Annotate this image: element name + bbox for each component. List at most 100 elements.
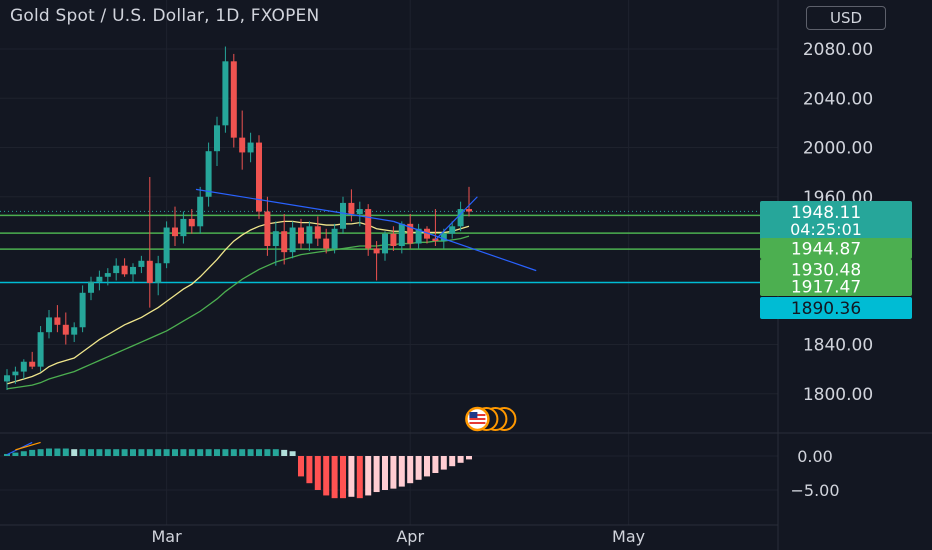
candle-body <box>4 375 10 382</box>
candle-body <box>424 228 430 239</box>
histogram-bar <box>54 448 61 456</box>
histogram-bar <box>365 456 372 496</box>
histogram-bar <box>256 449 262 456</box>
histogram-bar <box>37 449 44 456</box>
histogram-bar <box>230 449 237 456</box>
candle-body <box>298 227 304 244</box>
histogram-bar <box>46 448 52 456</box>
us-flag-canton <box>469 412 478 418</box>
candle-body <box>113 265 120 274</box>
price-scale-label: 2080.00 <box>803 40 873 60</box>
price-tag <box>760 259 912 280</box>
histogram-bar <box>323 456 330 496</box>
us-flag-stripe <box>469 418 486 420</box>
histogram-bar <box>298 456 304 477</box>
candle-body <box>96 276 103 282</box>
candle-body <box>440 233 447 242</box>
candle-body <box>79 292 86 328</box>
oscillator-scale-label: −5.00 <box>790 481 839 500</box>
candle-body <box>88 281 94 293</box>
histogram-bar <box>155 449 162 456</box>
candle-body <box>37 332 44 367</box>
candle-body <box>197 196 204 227</box>
candle-body <box>398 223 405 246</box>
candle-body <box>20 361 27 372</box>
candle-body <box>390 233 397 246</box>
histogram-bar <box>281 449 288 456</box>
histogram-bar <box>104 449 111 456</box>
histogram-bar <box>146 449 153 456</box>
candle-body <box>138 260 145 267</box>
countdown-label: 04:25:01 <box>790 220 862 239</box>
candle-body <box>104 273 111 277</box>
histogram-bar <box>121 449 128 456</box>
candle-body <box>222 61 229 126</box>
candle-body <box>331 228 338 249</box>
histogram-bar <box>457 456 464 463</box>
histogram-bar <box>188 449 195 456</box>
histogram-bar <box>79 449 86 456</box>
candle-body <box>121 265 128 275</box>
histogram-bar <box>20 451 27 456</box>
price-tag <box>760 201 912 240</box>
candle-body <box>382 233 388 254</box>
candle-body <box>54 317 61 325</box>
price-scale-label: 2040.00 <box>803 89 873 109</box>
oscillator-signal-line <box>15 441 41 451</box>
candle-body <box>272 231 279 246</box>
trendline <box>434 196 478 241</box>
candle-body <box>71 327 78 335</box>
histogram-bar <box>272 449 279 456</box>
candle-body <box>256 142 262 212</box>
candle-body <box>314 226 321 239</box>
price-tag-label: 1944.87 <box>791 240 861 260</box>
oscillator-scale-label: 0.00 <box>797 447 833 466</box>
price-scale-label: 2000.00 <box>803 139 873 159</box>
candle-body <box>180 218 187 237</box>
candle-body <box>323 238 330 249</box>
candle-body <box>457 209 464 227</box>
candle-body <box>466 209 472 212</box>
time-axis-label: Apr <box>396 527 424 546</box>
histogram-bar <box>88 449 94 456</box>
histogram-bar <box>62 448 69 456</box>
candle-body <box>214 125 220 152</box>
candle-body <box>449 226 456 234</box>
histogram-bar <box>96 449 103 456</box>
candle-body <box>12 371 19 376</box>
histogram-bar <box>205 449 212 456</box>
histogram-bar <box>390 456 397 489</box>
candle-body <box>172 227 178 237</box>
candle-body <box>264 211 271 246</box>
price-tag-label: 1930.48 <box>791 261 861 281</box>
histogram-bar <box>130 449 136 456</box>
histogram-bar <box>449 456 456 467</box>
candle-body <box>29 361 36 367</box>
histogram-bar <box>398 456 405 487</box>
histogram-bar <box>331 456 338 499</box>
candle-body <box>62 324 69 335</box>
histogram-bar <box>264 449 271 456</box>
histogram-bar <box>214 449 220 456</box>
price-tag-label: 1917.47 <box>791 278 861 298</box>
histogram-bar <box>340 456 346 499</box>
candle-body <box>247 142 254 153</box>
candle-body <box>356 209 363 214</box>
histogram-bar <box>314 456 321 490</box>
histogram-bar <box>71 449 78 456</box>
ema-fast-line <box>6 220 470 385</box>
histogram-bar <box>466 456 472 460</box>
histogram-bar <box>415 456 422 480</box>
candle-body <box>239 137 246 153</box>
price-tag <box>760 297 912 319</box>
histogram-bar <box>180 449 187 456</box>
currency-button[interactable]: USD <box>806 6 886 30</box>
us-flag-stripe <box>469 422 486 424</box>
candle-body <box>146 260 153 283</box>
candle-body <box>407 223 414 244</box>
histogram-bar <box>239 449 246 456</box>
histogram-bar <box>424 456 430 477</box>
candle-body <box>415 228 422 244</box>
histogram-bar <box>172 449 178 456</box>
